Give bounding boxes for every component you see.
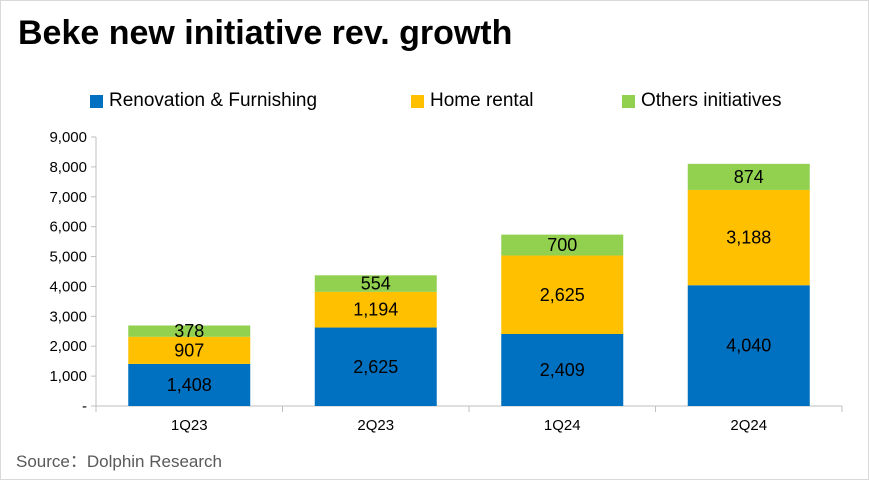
legend-item-others: Others initiatives [622, 90, 781, 112]
y-tick-label: 2,000 [49, 338, 87, 355]
data-label-home-rental-2q24: 3,188 [726, 228, 771, 248]
x-tick-label: 2Q24 [730, 417, 767, 434]
data-label-renovation-1q24: 2,409 [540, 360, 585, 380]
bar-others-2q23 [314, 275, 437, 292]
data-label-home-rental-1q24: 2,625 [540, 285, 585, 305]
y-axis: - 1,000 2,000 3,000 4,000 5,000 6,000 7,000 8,00… [49, 129, 97, 415]
bar-others-2q24 [687, 163, 810, 190]
data-label-others-2q23: 554 [361, 274, 391, 294]
bar-home-rental-2q23 [314, 291, 437, 328]
bar-others-1q24 [501, 234, 624, 256]
legend-swatch-renovation [90, 94, 103, 108]
bar-home-rental-1q23 [128, 336, 251, 364]
data-label-renovation-2q24: 4,040 [726, 336, 771, 356]
y-tick-label: 6,000 [49, 219, 87, 236]
bars [128, 163, 810, 406]
data-label-others-2q24: 874 [734, 167, 764, 187]
x-axis: 1Q23 2Q23 1Q24 2Q24 [95, 405, 843, 434]
y-tick-label: - [82, 398, 87, 415]
bar-home-rental-2q24 [687, 189, 810, 286]
bar-renovation-1q23 [128, 363, 251, 406]
legend-label-renovation: Renovation & Furnishing [109, 90, 318, 111]
y-tick-label: 7,000 [49, 189, 87, 206]
legend: Renovation & Furnishing Home rental Othe… [0, 90, 869, 116]
legend-label-home-rental: Home rental [430, 90, 534, 111]
y-tick-label: 8,000 [49, 159, 87, 176]
y-tick-label: 9,000 [49, 129, 87, 146]
y-tick-label: 4,000 [49, 278, 87, 295]
legend-swatch-home-rental [411, 94, 424, 108]
x-tick-label: 1Q23 [171, 417, 208, 434]
y-tick-label: 1,000 [49, 368, 87, 385]
data-label-renovation-1q23: 1,408 [167, 375, 212, 395]
data-label-others-1q23: 378 [174, 321, 204, 341]
data-label-others-1q24: 700 [547, 235, 577, 255]
bar-renovation-1q24 [501, 333, 624, 406]
bar-others-1q23 [128, 325, 251, 337]
data-label-home-rental-2q23: 1,194 [353, 300, 398, 320]
source-note: Source：Dolphin Research [16, 452, 222, 471]
data-label-home-rental-1q23: 907 [174, 340, 204, 360]
y-tick-label: 5,000 [49, 249, 87, 266]
legend-item-home-rental: Home rental [411, 90, 534, 112]
bar-renovation-2q24 [687, 285, 810, 406]
legend-swatch-others [622, 94, 635, 108]
x-tick-label: 2Q23 [357, 417, 394, 434]
bar-renovation-2q23 [314, 327, 437, 406]
bar-home-rental-1q24 [501, 255, 624, 334]
chart-title: Beke new initiative rev. growth [18, 14, 513, 52]
y-tick-label: 3,000 [49, 308, 87, 325]
data-label-renovation-2q23: 2,625 [353, 357, 398, 377]
legend-item-renovation: Renovation & Furnishing [90, 90, 317, 112]
x-tick-label: 1Q24 [544, 417, 581, 434]
legend-label-others: Others initiatives [641, 90, 782, 111]
